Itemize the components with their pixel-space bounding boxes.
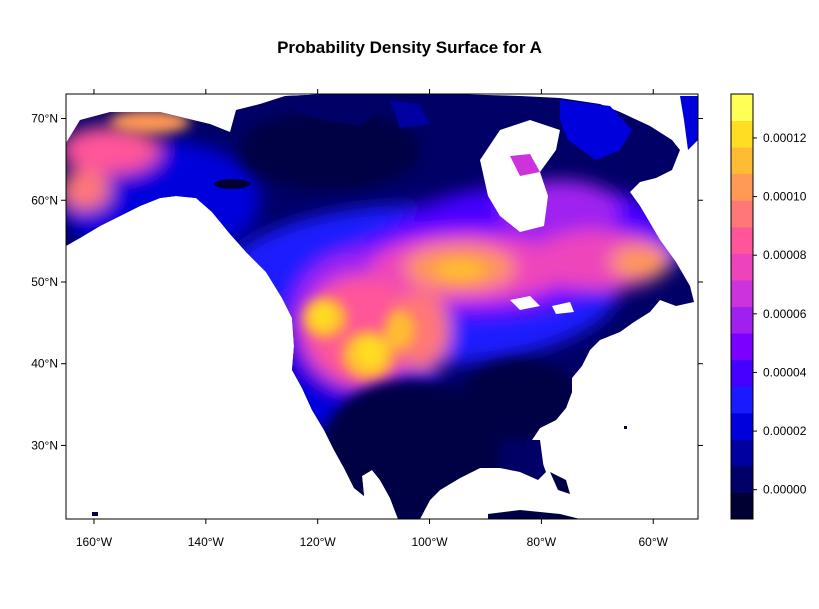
colorbar-swatch — [731, 306, 753, 334]
y-tick-label: 70°N — [31, 112, 58, 126]
x-tick-label: 120°W — [300, 535, 337, 549]
colorbar-swatch — [731, 492, 753, 520]
y-tick-label: 60°N — [31, 193, 58, 207]
colorbar-swatch — [731, 439, 753, 467]
x-tick-label: 80°W — [527, 535, 557, 549]
lake-shape — [510, 296, 540, 310]
x-tick-label: 100°W — [411, 535, 448, 549]
colorbar-label: 0.00006 — [763, 307, 807, 321]
colorbar-label: 0.00008 — [763, 248, 807, 262]
colorbar-swatch — [731, 173, 753, 201]
arctic-island — [560, 100, 632, 160]
x-tick-label: 160°W — [76, 535, 113, 549]
x-axis-bottom: 160°W 140°W 120°W 100°W 80°W 60°W — [76, 519, 669, 549]
x-axis-top — [93, 89, 654, 94]
island-fragment — [92, 512, 98, 516]
arctic-island — [510, 154, 540, 176]
arctic-island — [286, 94, 380, 126]
lake-shape — [552, 302, 574, 314]
y-tick-label: 40°N — [31, 357, 58, 371]
x-tick-label: 60°W — [639, 535, 669, 549]
map-panel-border — [65, 93, 699, 520]
y-tick-label: 50°N — [31, 275, 58, 289]
y-axis-left: 70°N 60°N 50°N 40°N 30°N — [31, 112, 66, 452]
colorbar-label: 0.00010 — [763, 190, 807, 204]
colorbar-swatch — [731, 333, 753, 361]
colorbar-swatch — [731, 359, 753, 387]
island-fragment — [624, 426, 627, 429]
colorbar: 0.00012 0.00010 0.00008 0.00006 0.00004 0.000… — [730, 93, 807, 520]
greenland-edge — [680, 96, 698, 150]
caribbean-island — [550, 472, 570, 494]
colorbar-swatch — [731, 226, 753, 254]
colorbar-label: 0.00012 — [763, 131, 807, 145]
y-tick-label: 30°N — [31, 438, 58, 452]
colorbar-swatch — [731, 120, 753, 148]
colorbar-label: 0.00000 — [763, 483, 807, 497]
colorbar-swatch — [731, 253, 753, 281]
colorbar-swatch — [731, 465, 753, 493]
colorbar-swatch — [731, 94, 753, 122]
colorbar-border — [730, 93, 754, 520]
x-tick-label: 140°W — [188, 535, 225, 549]
colorbar-label: 0.00002 — [763, 424, 807, 438]
colorbar-swatch — [731, 279, 753, 307]
arctic-island — [390, 100, 430, 128]
florida — [526, 440, 544, 478]
colorbar-swatch — [731, 200, 753, 228]
colorbar-swatch — [731, 412, 753, 440]
y-axis-right — [698, 118, 703, 446]
chart-title: Probability Density Surface for A — [277, 38, 542, 57]
central-america — [488, 510, 580, 519]
colorbar-label: 0.00004 — [763, 365, 807, 379]
colorbar-swatch — [731, 147, 753, 175]
colorbar-swatch — [731, 386, 753, 414]
